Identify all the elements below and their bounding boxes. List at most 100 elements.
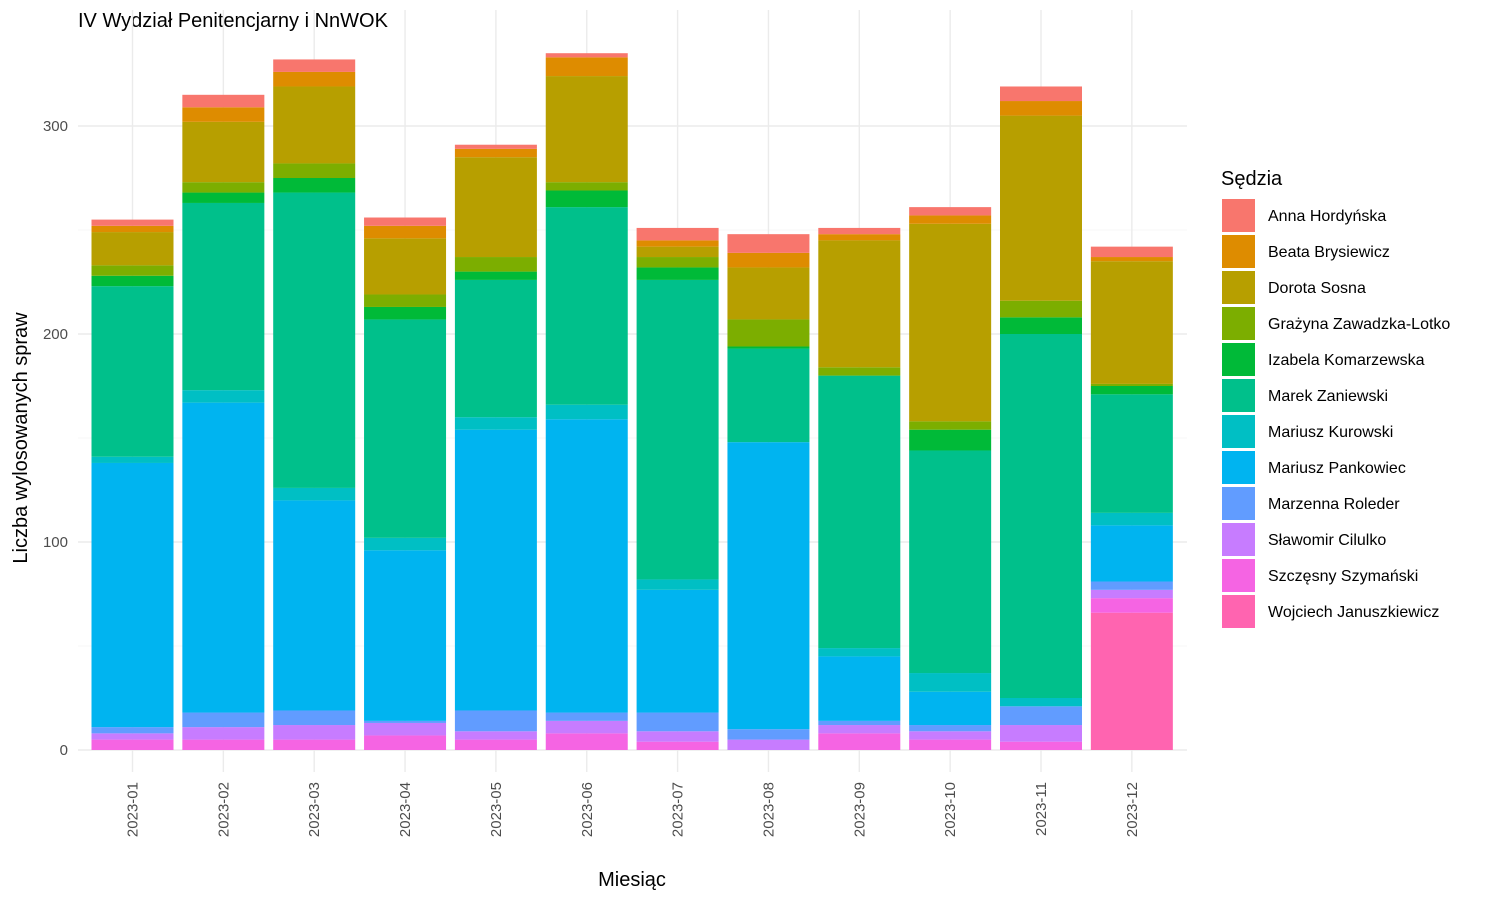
bar-segment <box>273 739 356 750</box>
bar-stacks <box>91 53 1173 750</box>
bar-segment <box>454 148 537 158</box>
bar-segment <box>727 348 810 443</box>
x-tick-label: 2023-02 <box>215 782 232 837</box>
legend-swatch <box>1222 379 1255 412</box>
bar-segment <box>182 192 265 203</box>
bar-segment <box>545 207 628 405</box>
legend-label: Grażyna Zawadzka-Lotko <box>1268 316 1450 333</box>
y-tick-label: 300 <box>43 118 68 135</box>
bar-segment <box>818 227 901 235</box>
bar-segment <box>727 319 810 347</box>
x-tick-label: 2023-08 <box>760 782 777 837</box>
legend-label: Anna Hordyńska <box>1268 208 1386 225</box>
bar-segment <box>364 294 447 307</box>
bar-segment <box>1000 706 1082 726</box>
bar-segment <box>1090 386 1173 395</box>
bar-segment <box>454 429 537 711</box>
bar-segment <box>636 731 719 742</box>
bar-segment <box>1090 246 1173 258</box>
bar-segment <box>818 720 901 726</box>
bar-segment <box>909 223 992 422</box>
x-tick-label: 2023-11 <box>1033 782 1050 836</box>
bar-segment <box>1000 725 1082 742</box>
bar-segment <box>636 579 719 590</box>
bar-segment <box>182 202 265 391</box>
bar-segment <box>91 275 174 287</box>
bar-segment <box>727 442 810 730</box>
bar-segment <box>182 107 265 122</box>
bar-segment <box>727 267 810 320</box>
bar-segment <box>91 232 174 266</box>
bar-segment <box>636 240 719 247</box>
bar-segment <box>182 94 265 108</box>
bar-segment <box>273 59 356 72</box>
bar-segment <box>91 733 174 740</box>
legend-swatch <box>1222 343 1255 376</box>
bar-segment <box>1090 581 1173 590</box>
bar-segment <box>454 710 537 732</box>
bar-segment <box>545 712 628 721</box>
x-tick-label: 2023-03 <box>306 782 323 837</box>
y-tick-label: 200 <box>43 326 68 343</box>
bar-segment <box>273 725 356 740</box>
legend-label: Marek Zaniewski <box>1268 388 1388 405</box>
legend-label: Dorota Sosna <box>1268 280 1366 297</box>
bar-segment <box>909 731 992 740</box>
chart-title: IV Wydział Penitencjarny i NnWOK <box>78 10 389 32</box>
bar-segment <box>1000 300 1082 318</box>
legend-label: Mariusz Kurowski <box>1268 424 1393 441</box>
x-tick-label: 2023-10 <box>942 782 959 837</box>
bar-segment <box>545 57 628 77</box>
bar-segment <box>454 144 537 149</box>
legend-swatch <box>1222 523 1255 556</box>
bar-segment <box>454 271 537 280</box>
bar-segment <box>727 234 810 253</box>
bar-segment <box>364 537 447 551</box>
bar-segment <box>364 722 447 736</box>
bar-segment <box>273 163 356 178</box>
bar-segment <box>454 731 537 740</box>
bar-segment <box>182 390 265 403</box>
legend-swatch <box>1222 199 1255 232</box>
bar-segment <box>545 190 628 208</box>
bar-segment <box>364 225 447 239</box>
bar-segment <box>273 192 356 488</box>
bar-segment <box>364 319 447 538</box>
legend-swatch <box>1222 271 1255 304</box>
bar-segment <box>454 257 537 272</box>
bar-segment <box>636 267 719 280</box>
bar-segment <box>1090 612 1173 750</box>
x-tick-label: 2023-05 <box>488 782 505 837</box>
bar-segment <box>454 157 537 258</box>
bar-segment <box>91 265 174 276</box>
bar-segment <box>91 739 174 750</box>
y-tick-label: 100 <box>43 534 68 551</box>
bar-segment <box>182 182 265 193</box>
bar-segment <box>273 487 356 501</box>
bar-segment <box>636 246 719 258</box>
bar-segment <box>1090 589 1173 599</box>
bar-segment <box>727 252 810 268</box>
bar-segment <box>909 725 992 732</box>
bar-segment <box>182 712 265 728</box>
bar-segment <box>273 500 356 711</box>
bar-segment <box>909 207 992 216</box>
x-axis-ticks: 2023-01 2023-02 2023-03 2023-04 2023-05 2023-… <box>125 782 1141 837</box>
legend-label: Marzenna Roleder <box>1268 496 1400 513</box>
bar-segment <box>91 286 174 457</box>
bar-segment <box>273 710 356 726</box>
x-tick-label: 2023-09 <box>851 782 868 837</box>
bar-segment <box>636 741 719 750</box>
bar-segment <box>727 739 810 750</box>
bar-segment <box>818 234 901 241</box>
legend-label: Wojciech Januszkiewicz <box>1268 604 1439 621</box>
bar-segment <box>182 739 265 750</box>
bar-segment <box>364 735 447 750</box>
bar-segment <box>909 673 992 692</box>
bar-segment <box>1000 741 1082 750</box>
legend-title: Sędzia <box>1221 168 1283 190</box>
x-tick-label: 2023-01 <box>125 782 142 837</box>
x-axis-title: Miesiąc <box>598 869 666 891</box>
legend-swatch <box>1222 415 1255 448</box>
